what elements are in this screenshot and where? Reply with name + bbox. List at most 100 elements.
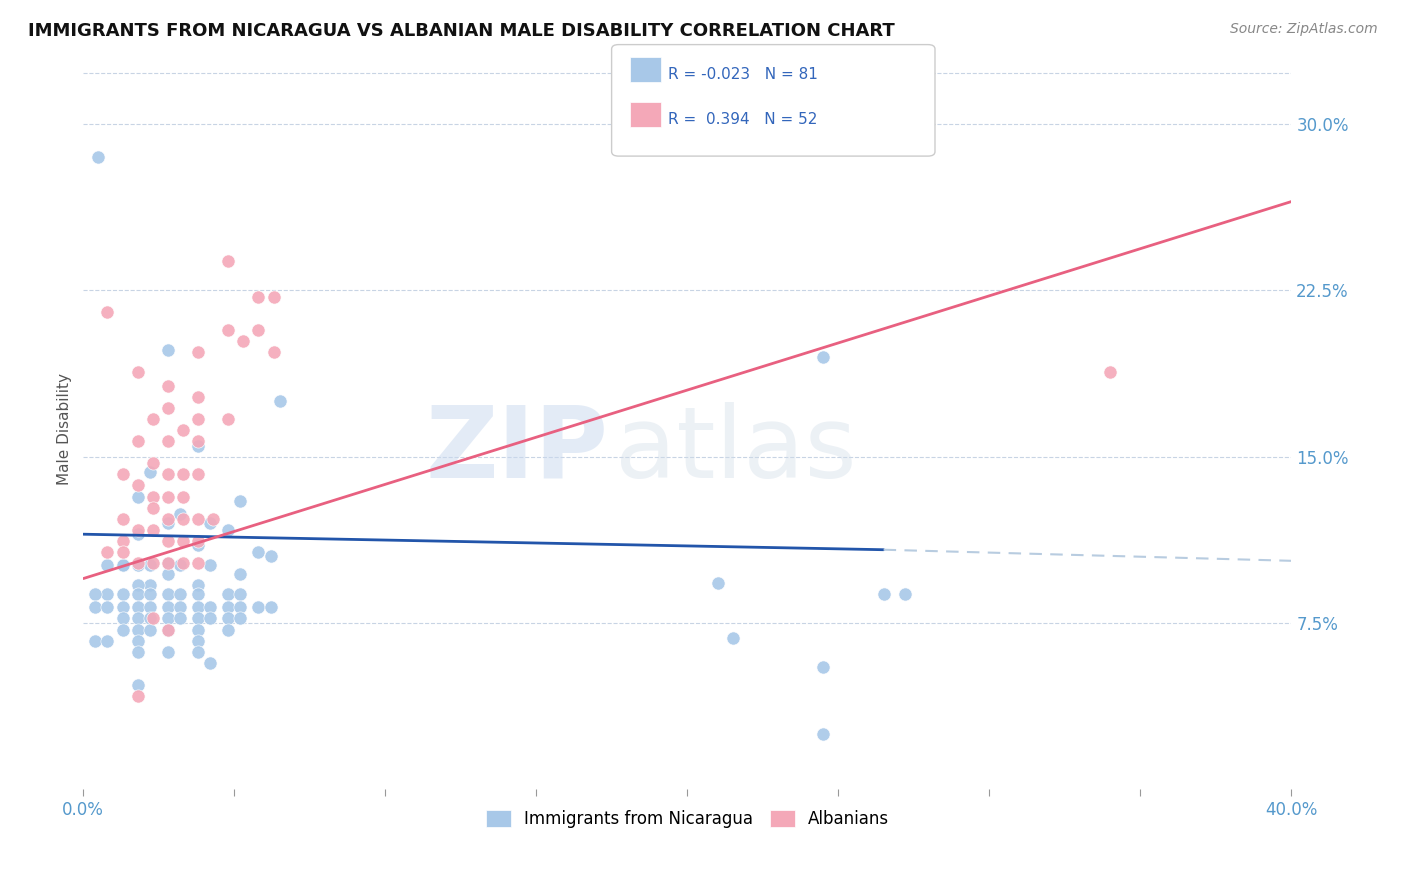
Point: [259, 549, 281, 564]
Point: [156, 556, 179, 570]
Point: [229, 600, 252, 615]
Point: [198, 611, 221, 625]
Point: [142, 490, 165, 504]
Point: [84, 587, 107, 601]
Point: [187, 345, 209, 359]
Point: [127, 478, 149, 492]
Point: [156, 343, 179, 358]
Point: [156, 567, 179, 582]
Point: [84, 600, 107, 615]
Point: [247, 323, 270, 337]
Point: [813, 660, 835, 674]
Point: [156, 516, 179, 530]
Point: [198, 656, 221, 670]
Point: [169, 600, 191, 615]
Point: [187, 434, 209, 448]
Point: [142, 556, 165, 570]
Point: [172, 490, 194, 504]
Point: [138, 578, 160, 592]
Point: [247, 290, 270, 304]
Point: [127, 556, 149, 570]
Point: [138, 465, 160, 479]
Point: [169, 508, 191, 522]
Point: [138, 600, 160, 615]
Point: [142, 523, 165, 537]
Point: [232, 334, 254, 349]
Point: [172, 533, 194, 548]
Point: [187, 633, 209, 648]
Point: [127, 645, 149, 659]
Point: [138, 623, 160, 637]
Point: [893, 587, 915, 601]
Y-axis label: Male Disability: Male Disability: [58, 373, 72, 485]
Point: [111, 558, 134, 573]
Point: [198, 600, 221, 615]
Point: [111, 600, 134, 615]
Point: [229, 611, 252, 625]
Point: [813, 727, 835, 741]
Point: [187, 600, 209, 615]
Point: [84, 633, 107, 648]
Text: IMMIGRANTS FROM NICARAGUA VS ALBANIAN MALE DISABILITY CORRELATION CHART: IMMIGRANTS FROM NICARAGUA VS ALBANIAN MA…: [28, 22, 894, 40]
Point: [156, 645, 179, 659]
Point: [96, 305, 118, 319]
Point: [127, 623, 149, 637]
Point: [156, 611, 179, 625]
Point: [156, 401, 179, 415]
Point: [96, 587, 118, 601]
Point: [187, 390, 209, 404]
Point: [169, 611, 191, 625]
Point: [142, 611, 165, 625]
Point: [217, 600, 239, 615]
Point: [127, 527, 149, 541]
Point: [96, 600, 118, 615]
Point: [187, 467, 209, 482]
Point: [111, 558, 134, 573]
Point: [111, 623, 134, 637]
Point: [229, 494, 252, 508]
Point: [156, 467, 179, 482]
Point: [127, 558, 149, 573]
Point: [187, 611, 209, 625]
Point: [142, 456, 165, 470]
Point: [172, 423, 194, 437]
Point: [269, 394, 291, 409]
Text: Source: ZipAtlas.com: Source: ZipAtlas.com: [1230, 22, 1378, 37]
Point: [127, 434, 149, 448]
Point: [111, 545, 134, 559]
Point: [156, 600, 179, 615]
Point: [127, 689, 149, 703]
Point: [156, 623, 179, 637]
Point: [187, 556, 209, 570]
Point: [111, 587, 134, 601]
Point: [1099, 365, 1122, 379]
Point: [198, 516, 221, 530]
Point: [87, 150, 110, 164]
Point: [247, 600, 270, 615]
Point: [187, 511, 209, 525]
Point: [127, 600, 149, 615]
Point: [172, 511, 194, 525]
Point: [263, 290, 285, 304]
Point: [127, 611, 149, 625]
Point: [217, 523, 239, 537]
Point: [127, 490, 149, 504]
Point: [156, 533, 179, 548]
Point: [259, 600, 281, 615]
Point: [217, 623, 239, 637]
Point: [156, 511, 179, 525]
Point: [172, 556, 194, 570]
Point: [142, 412, 165, 426]
Legend: Immigrants from Nicaragua, Albanians: Immigrants from Nicaragua, Albanians: [479, 804, 896, 835]
Point: [247, 545, 270, 559]
Point: [127, 578, 149, 592]
Point: [156, 556, 179, 570]
Text: R =  0.394   N = 52: R = 0.394 N = 52: [668, 112, 817, 127]
Point: [187, 587, 209, 601]
Point: [187, 538, 209, 552]
Point: [156, 490, 179, 504]
Point: [706, 576, 728, 591]
Point: [187, 578, 209, 592]
Point: [96, 633, 118, 648]
Text: atlas: atlas: [614, 402, 856, 499]
